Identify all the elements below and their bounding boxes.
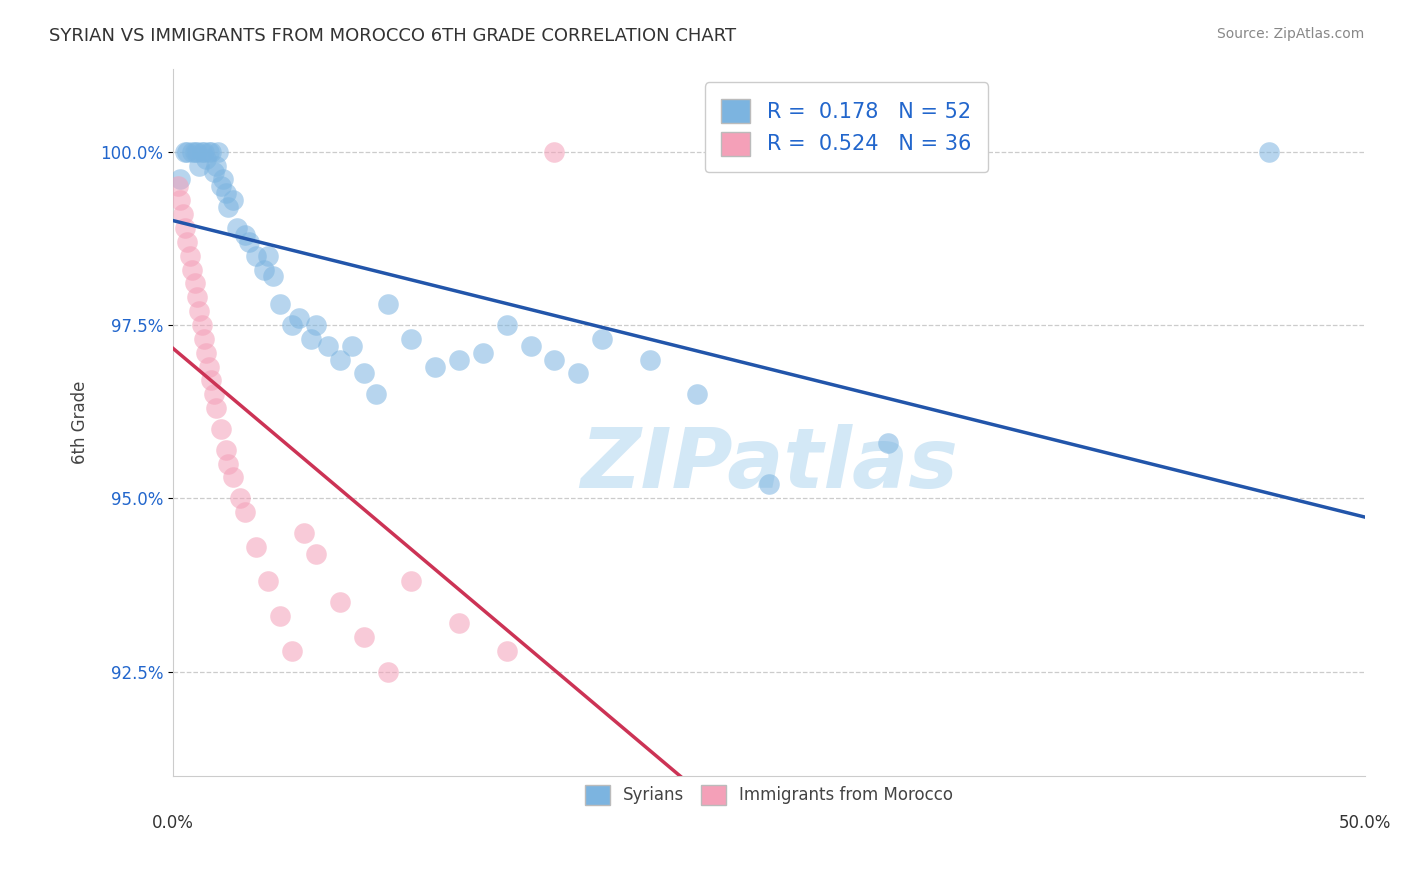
Point bbox=[221, 470, 243, 484]
Point bbox=[212, 172, 235, 186]
Point bbox=[758, 477, 780, 491]
Point bbox=[364, 387, 387, 401]
Point bbox=[183, 277, 205, 291]
Point bbox=[217, 200, 239, 214]
Point bbox=[221, 193, 243, 207]
Point bbox=[686, 387, 709, 401]
Text: 0.0%: 0.0% bbox=[152, 814, 194, 832]
Point bbox=[329, 352, 352, 367]
Point bbox=[190, 318, 212, 332]
Point bbox=[214, 442, 236, 457]
Point bbox=[179, 249, 201, 263]
Point bbox=[205, 159, 228, 173]
Point bbox=[172, 207, 194, 221]
Point bbox=[245, 540, 267, 554]
Point bbox=[305, 318, 328, 332]
Point bbox=[262, 269, 284, 284]
Point bbox=[200, 145, 222, 159]
Point bbox=[207, 145, 229, 159]
Point bbox=[292, 525, 315, 540]
Point bbox=[198, 359, 221, 374]
Point bbox=[166, 179, 188, 194]
Point bbox=[1258, 145, 1281, 159]
Point bbox=[305, 547, 328, 561]
Point bbox=[567, 367, 589, 381]
Point bbox=[519, 339, 541, 353]
Point bbox=[188, 304, 211, 318]
Point bbox=[401, 574, 423, 589]
Point bbox=[217, 457, 239, 471]
Point bbox=[495, 318, 517, 332]
Point bbox=[299, 332, 322, 346]
Point bbox=[181, 145, 204, 159]
Point bbox=[316, 339, 339, 353]
Point bbox=[169, 193, 191, 207]
Point bbox=[471, 345, 494, 359]
Point bbox=[257, 574, 280, 589]
Point bbox=[186, 290, 208, 304]
Text: SYRIAN VS IMMIGRANTS FROM MOROCCO 6TH GRADE CORRELATION CHART: SYRIAN VS IMMIGRANTS FROM MOROCCO 6TH GR… bbox=[49, 27, 737, 45]
Point bbox=[200, 373, 222, 387]
Point bbox=[193, 332, 215, 346]
Point bbox=[169, 172, 191, 186]
Point bbox=[340, 339, 363, 353]
Point bbox=[269, 297, 291, 311]
Point bbox=[281, 318, 304, 332]
Point bbox=[253, 262, 276, 277]
Point bbox=[281, 644, 304, 658]
Point bbox=[877, 435, 900, 450]
Point bbox=[425, 359, 447, 374]
Point bbox=[353, 630, 375, 644]
Point bbox=[176, 235, 198, 249]
Point bbox=[257, 249, 280, 263]
Point bbox=[233, 227, 256, 242]
Point bbox=[186, 145, 208, 159]
Text: ZIPatlas: ZIPatlas bbox=[581, 424, 957, 505]
Point bbox=[190, 145, 212, 159]
Text: 50.0%: 50.0% bbox=[1339, 814, 1391, 832]
Point bbox=[195, 152, 218, 166]
Point bbox=[229, 491, 252, 506]
Point bbox=[591, 332, 613, 346]
Point bbox=[174, 221, 197, 235]
Point bbox=[205, 401, 228, 416]
Point bbox=[209, 422, 232, 436]
Point bbox=[183, 145, 205, 159]
Point bbox=[495, 644, 517, 658]
Point bbox=[202, 387, 225, 401]
Text: Source: ZipAtlas.com: Source: ZipAtlas.com bbox=[1216, 27, 1364, 41]
Point bbox=[638, 352, 661, 367]
Point bbox=[449, 352, 471, 367]
Point bbox=[193, 145, 215, 159]
Point bbox=[245, 249, 267, 263]
Point bbox=[449, 615, 471, 630]
Point bbox=[353, 367, 375, 381]
Point bbox=[543, 352, 565, 367]
Point bbox=[226, 221, 249, 235]
Point bbox=[188, 159, 211, 173]
Point bbox=[329, 595, 352, 609]
Point bbox=[214, 186, 236, 201]
Point bbox=[202, 165, 225, 179]
Y-axis label: 6th Grade: 6th Grade bbox=[72, 380, 89, 464]
Legend: Syrians, Immigrants from Morocco: Syrians, Immigrants from Morocco bbox=[574, 773, 965, 817]
Point bbox=[195, 345, 218, 359]
Point bbox=[377, 665, 399, 679]
Point bbox=[377, 297, 399, 311]
Point bbox=[269, 609, 291, 624]
Point bbox=[238, 235, 260, 249]
Point bbox=[288, 311, 311, 326]
Point bbox=[543, 145, 565, 159]
Point bbox=[176, 145, 198, 159]
Point bbox=[209, 179, 232, 194]
Point bbox=[401, 332, 423, 346]
Point bbox=[174, 145, 197, 159]
Point bbox=[233, 505, 256, 519]
Point bbox=[181, 262, 204, 277]
Point bbox=[198, 145, 221, 159]
